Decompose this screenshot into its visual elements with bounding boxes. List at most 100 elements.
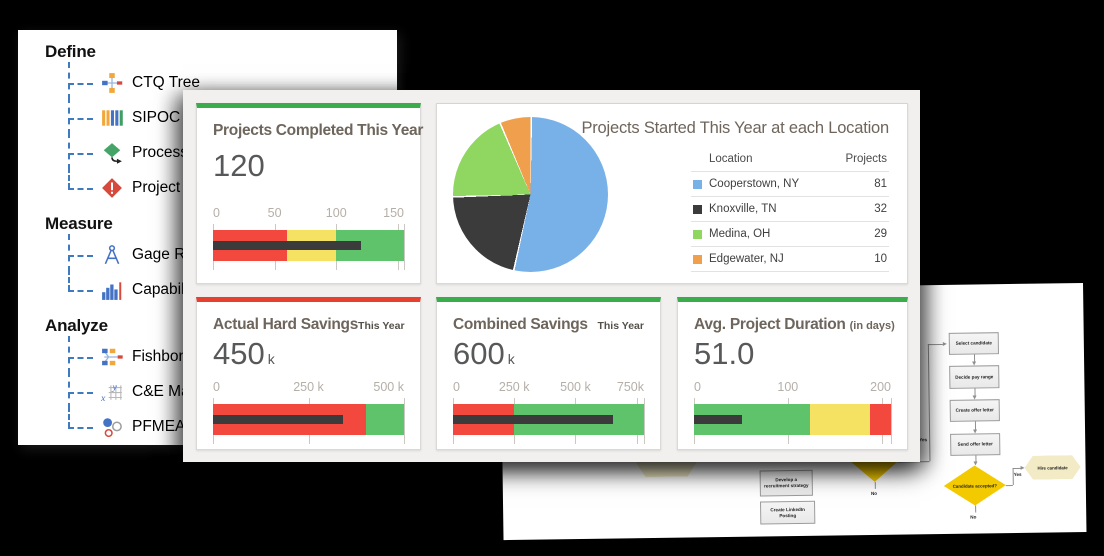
palette-section: Define CTQ Tree SIPOC Process M Project R	[45, 42, 397, 205]
fishbone-icon	[101, 346, 123, 368]
flow-step-create-offer-letter[interactable]: Create offer letter	[949, 399, 1000, 422]
pie-title: Projects Started This Year at each Locat…	[581, 119, 889, 137]
legend-projects-value: 10	[874, 253, 887, 265]
kpi-card-actual-hard-savings[interactable]: Actual Hard Savings This Year 450 k 0 250 …	[196, 297, 421, 450]
palette-section-title: Measure	[45, 214, 113, 233]
flow-connector	[927, 344, 931, 462]
palette-item-c-e-matr[interactable]: x y C&E Matr	[68, 371, 397, 409]
bullet-measure-bar	[694, 415, 742, 424]
axis-tick-label: 0	[694, 380, 701, 394]
legend-projects-value: 29	[874, 228, 887, 240]
flow-step-select-candidate[interactable]: Select candidate	[948, 332, 999, 355]
legend-projects-value: 81	[874, 178, 887, 190]
axis-tick-label: 250 k	[498, 380, 530, 394]
palette-item-capabilit[interactable]: Capabilit	[68, 269, 397, 307]
palette-item-label: Capabilit	[132, 280, 193, 298]
flow-step-send-offer-letter[interactable]: Send offer letter	[950, 433, 1001, 456]
flow-connector	[973, 388, 976, 396]
legend-header-projects: Projects	[845, 153, 887, 165]
flow-step-decide-pay-range[interactable]: Decide pay range	[949, 365, 1000, 389]
legend-projects-value: 32	[874, 203, 887, 215]
legend-row[interactable]: Medina, OH 29	[691, 221, 889, 246]
flow-decision-candidate-accepted[interactable]: Candidate accepted?	[944, 465, 1007, 506]
axis-tick-line	[644, 398, 645, 444]
palette-item-label: Project R	[132, 178, 196, 196]
axis-tick-label: 150	[383, 206, 404, 220]
bullet-axis-labels: 0 50 100 150	[213, 206, 404, 222]
pie-legend: Location Projects Cooperstown, NY 81 Knoxv…	[691, 153, 889, 272]
kpi-value: 450 k	[213, 336, 275, 371]
palette-item-sipoc[interactable]: SIPOC	[68, 97, 397, 135]
flow-step-develop-strategy[interactable]: Develop a recruitment strategy	[759, 469, 813, 497]
palette-item-ctq-tree[interactable]: CTQ Tree	[68, 62, 397, 100]
axis-tick-label: 500 k	[560, 380, 591, 394]
kpi-card-combined-savings[interactable]: Combined Savings This Year 600 k 0 250 k 50…	[436, 297, 661, 450]
axis-tick-line	[891, 398, 892, 444]
axis-tick-line	[404, 224, 405, 270]
arrowhead-down-icon	[972, 461, 978, 466]
gage-rr-icon	[101, 244, 123, 266]
sipoc-icon	[101, 107, 123, 129]
card-title: Actual Hard Savings	[213, 316, 359, 333]
flow-connector	[973, 354, 975, 362]
palette-section-title: Analyze	[45, 316, 108, 335]
project-risk-icon	[101, 177, 123, 199]
kpi-value: 120	[213, 148, 265, 183]
flow-terminal-hire-candidate[interactable]: Hire candidate	[1024, 455, 1080, 480]
pie-chart	[453, 117, 608, 272]
arrowhead-right-icon	[1020, 465, 1025, 470]
flow-connector	[974, 421, 976, 430]
bullet-measure-bar	[453, 415, 614, 424]
axis-tick-label: 750k	[616, 380, 644, 394]
legend-location-label: Medina, OH	[709, 228, 771, 240]
svg-text:x: x	[101, 392, 106, 402]
palette-item-label: C&E Matr	[132, 382, 200, 400]
bullet-chart: 0 50 100 150	[213, 206, 405, 270]
flow-step-create-linkedin-posting[interactable]: Create LinkedIn Posting	[760, 500, 816, 525]
bullet-band-red	[870, 404, 891, 435]
bullet-chart: 0 250 k 500 k 750k	[453, 380, 645, 444]
legend-row[interactable]: Knoxville, TN 32	[691, 196, 889, 221]
bullet-chart: 0 100 200	[694, 380, 892, 444]
kpi-card-projects-completed[interactable]: Projects Completed This Year 120 0 50 100 1…	[196, 103, 424, 284]
axis-tick-label: 250 k	[293, 380, 324, 394]
flow-connector	[927, 343, 943, 346]
capability-icon	[101, 279, 123, 301]
card-title: Avg. Project Duration	[694, 316, 846, 333]
arrowhead-down-icon	[971, 361, 976, 366]
card-title: Combined Savings	[453, 316, 588, 333]
axis-tick-label: 100	[325, 206, 347, 220]
legend-row[interactable]: Edgewater, NJ 10	[691, 246, 889, 271]
bullet-measure-bar	[213, 241, 361, 250]
axis-tick-label: 100	[777, 380, 799, 394]
legend-chip	[693, 179, 702, 189]
card-subtitle: This Year	[597, 320, 644, 332]
legend-header-row: Location Projects	[691, 153, 889, 171]
bullet-chart: 0 250 k 500 k	[213, 380, 405, 444]
ctq-tree-icon	[101, 72, 123, 94]
kpi-card-avg-project-duration[interactable]: Avg. Project Duration (in days) 51.0 0 10…	[677, 297, 908, 450]
palette-item-label: CTQ Tree	[132, 73, 201, 91]
legend-row[interactable]: Cooperstown, NY 81	[691, 171, 889, 196]
axis-tick-line	[404, 398, 405, 444]
edge-label-no: No	[970, 514, 977, 520]
bullet-plot-area	[213, 398, 405, 444]
pie-card-projects-started[interactable]: Projects Started This Year at each Locat…	[436, 103, 908, 284]
palette-item-project-r[interactable]: Project R	[68, 167, 397, 205]
bullet-axis-labels: 0 250 k 500 k 750k	[453, 380, 644, 396]
bullet-plot-area	[213, 224, 405, 270]
axis-tick-label: 500 k	[373, 380, 404, 394]
palette-item-label: Fishbone	[132, 347, 196, 365]
card-title: Projects Completed This Year	[213, 122, 424, 139]
flow-connector	[974, 505, 976, 513]
axis-tick-label: 0	[213, 380, 220, 394]
palette-item-fishbone[interactable]: Fishbone	[68, 336, 397, 374]
axis-tick-label: 50	[267, 206, 282, 220]
bullet-plot-area	[694, 398, 892, 444]
arrowhead-right-icon	[942, 341, 947, 346]
bullet-axis-labels: 0 100 200	[694, 380, 891, 396]
axis-tick-label: 200	[870, 380, 891, 394]
palette-section-title: Define	[45, 42, 96, 61]
